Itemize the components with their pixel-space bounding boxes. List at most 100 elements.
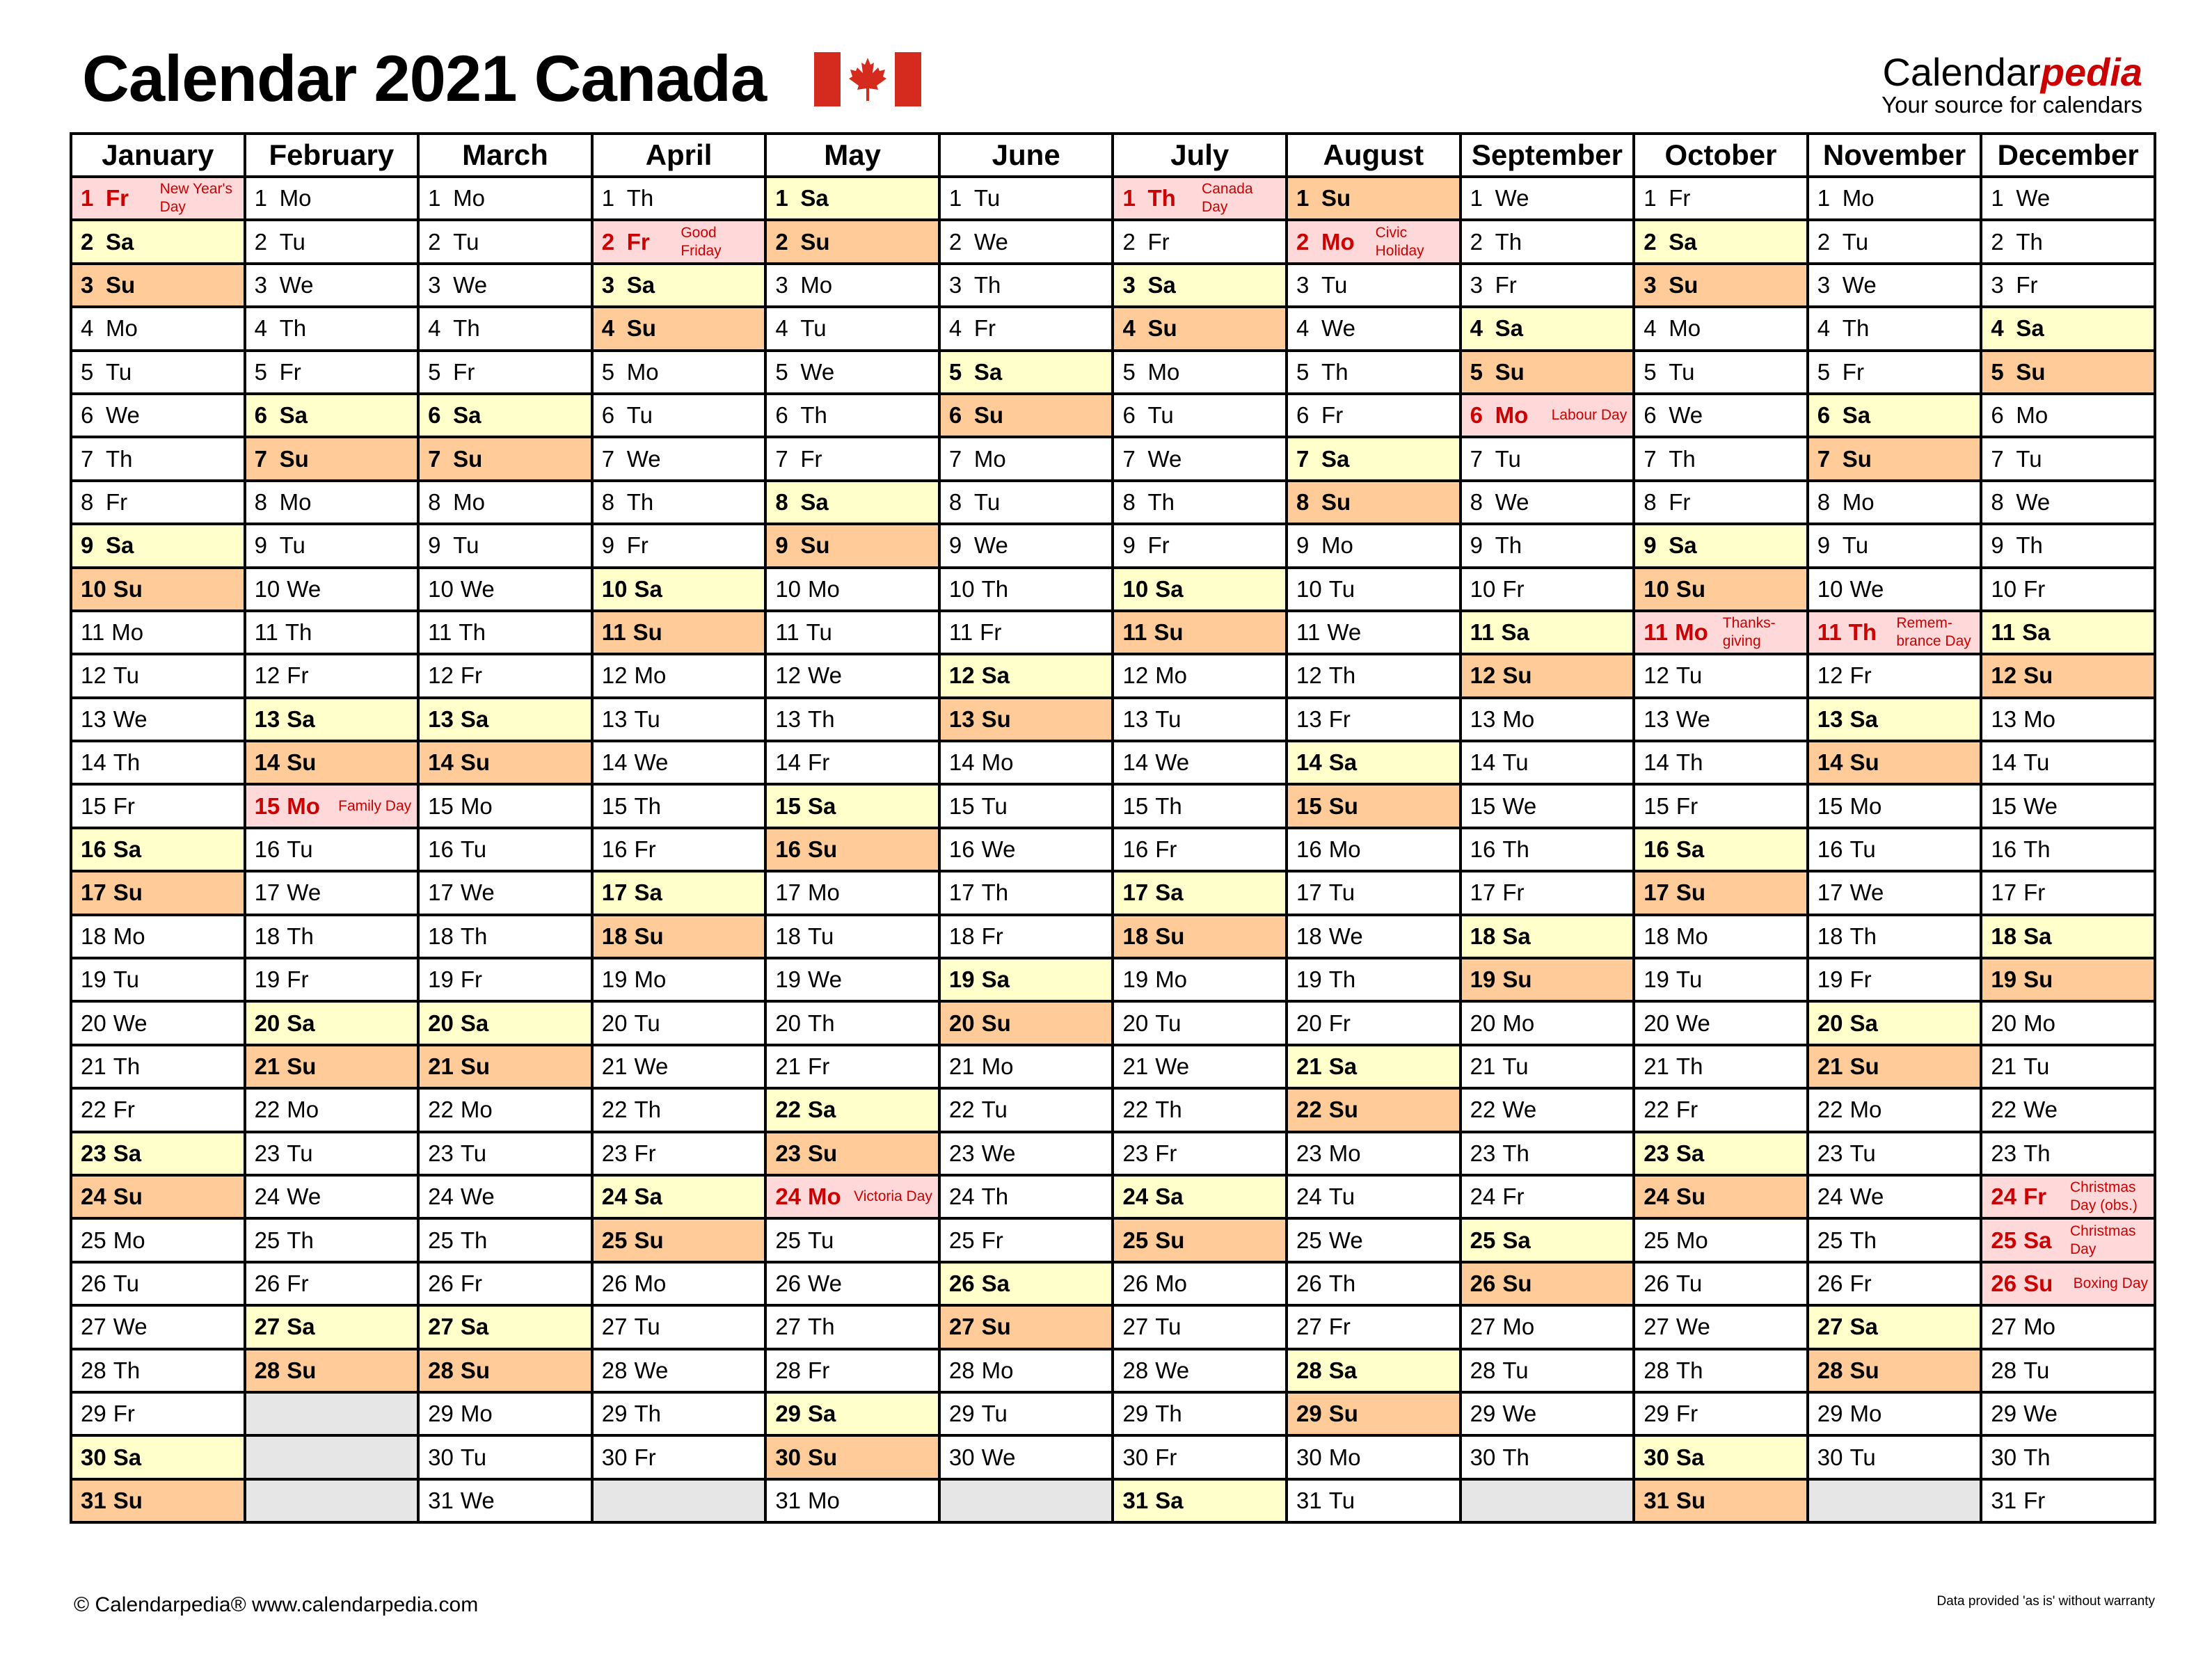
day-cell[interactable]: 30 Tu [1806, 1434, 1983, 1481]
day-cell[interactable]: 22 Mo [243, 1087, 420, 1133]
day-cell[interactable]: 10 Tu [1285, 566, 1462, 612]
day-cell[interactable]: 23 Th [1980, 1130, 2156, 1177]
day-cell[interactable]: 3 Fr [1980, 262, 2156, 309]
day-cell[interactable]: 9 Sa [70, 523, 246, 569]
day-cell[interactable]: 13 Fr [1285, 696, 1462, 743]
day-cell[interactable]: 23 Th [1458, 1130, 1636, 1177]
day-cell[interactable]: 12 Th [1285, 653, 1462, 699]
day-cell[interactable]: 21 Tu [1980, 1043, 2156, 1090]
day-cell[interactable]: 29 Fr [70, 1390, 246, 1437]
day-cell[interactable]: 25 We [1285, 1217, 1462, 1264]
day-cell[interactable]: 26 Mo [1111, 1260, 1289, 1307]
day-cell[interactable]: 8 Th [590, 479, 767, 526]
day-cell[interactable]: 17 Sa [590, 870, 767, 916]
day-cell[interactable]: 29 Su [1285, 1390, 1462, 1437]
day-cell[interactable]: 21 Su [417, 1043, 594, 1090]
day-cell[interactable]: 14 Tu [1458, 740, 1636, 786]
day-cell[interactable]: 26 Tu [1632, 1260, 1809, 1307]
day-cell[interactable]: 10 Fr [1980, 566, 2156, 612]
day-cell[interactable]: 17 Su [70, 870, 246, 916]
day-cell[interactable]: 29 Th [590, 1390, 767, 1437]
day-cell[interactable]: 21 Su [1806, 1043, 1983, 1090]
day-cell[interactable]: 16 Sa [70, 826, 246, 873]
day-cell[interactable]: 18 Th [1806, 913, 1983, 960]
day-cell[interactable]: 27 Sa [417, 1304, 594, 1350]
day-cell[interactable]: 6 Sa [243, 392, 420, 439]
day-cell[interactable]: 27 We [70, 1304, 246, 1350]
day-cell[interactable]: 1 Tu [937, 175, 1115, 222]
day-cell[interactable]: 19 Tu [70, 957, 246, 1003]
day-cell[interactable]: 4 Th [417, 305, 594, 352]
day-cell[interactable]: 14 Th [70, 740, 246, 786]
day-cell[interactable]: 5 We [764, 349, 941, 395]
day-cell[interactable]: 8 Su [1285, 479, 1462, 526]
day-cell[interactable]: 5 Fr [417, 349, 594, 395]
day-cell[interactable]: 6 Tu [590, 392, 767, 439]
day-cell[interactable]: 4 Sa [1458, 305, 1636, 352]
day-cell[interactable]: 24 Fr Christmas Day (obs.) [1980, 1173, 2156, 1220]
day-cell[interactable]: 2 Sa [1632, 218, 1809, 265]
day-cell[interactable]: 10 Su [1632, 566, 1809, 612]
day-cell[interactable]: 7 Tu [1980, 436, 2156, 482]
day-cell[interactable]: 25 Th [243, 1217, 420, 1264]
day-cell[interactable]: 21 Mo [937, 1043, 1115, 1090]
day-cell[interactable]: 15 Tu [937, 783, 1115, 829]
day-cell[interactable]: 23 We [937, 1130, 1115, 1177]
day-cell[interactable]: 17 We [1806, 870, 1983, 916]
day-cell[interactable]: 6 Su [937, 392, 1115, 439]
day-cell[interactable]: 27 Fr [1285, 1304, 1462, 1350]
day-cell[interactable]: 19 Mo [1111, 957, 1289, 1003]
day-cell[interactable]: 26 Th [1285, 1260, 1462, 1307]
day-cell[interactable]: 5 Sa [937, 349, 1115, 395]
day-cell[interactable]: 6 Th [764, 392, 941, 439]
day-cell[interactable]: 26 Fr [417, 1260, 594, 1307]
day-cell[interactable]: 10 We [1806, 566, 1983, 612]
day-cell[interactable]: 20 We [1632, 1000, 1809, 1046]
day-cell[interactable]: 13 Sa [243, 696, 420, 743]
day-cell[interactable]: 29 Sa [764, 1390, 941, 1437]
day-cell[interactable]: 3 Mo [764, 262, 941, 309]
day-cell[interactable]: 10 We [417, 566, 594, 612]
day-cell[interactable]: 5 Fr [1806, 349, 1983, 395]
day-cell[interactable]: 18 Mo [70, 913, 246, 960]
day-cell[interactable]: 6 Sa [417, 392, 594, 439]
day-cell[interactable]: 2 Tu [243, 218, 420, 265]
day-cell[interactable]: 17 Fr [1458, 870, 1636, 916]
day-cell[interactable]: 22 We [1980, 1087, 2156, 1133]
day-cell[interactable]: 20 Th [764, 1000, 941, 1046]
day-cell[interactable]: 20 Mo [1458, 1000, 1636, 1046]
day-cell[interactable]: 10 We [243, 566, 420, 612]
day-cell[interactable]: 7 Su [1806, 436, 1983, 482]
day-cell[interactable]: 31 Su [1632, 1477, 1809, 1524]
day-cell[interactable]: 23 Sa [70, 1130, 246, 1177]
calendarpedia-logo[interactable]: Calendarpedia Your source for calendars [1881, 53, 2142, 117]
day-cell[interactable]: 29 Tu [937, 1390, 1115, 1437]
day-cell[interactable]: 16 Th [1458, 826, 1636, 873]
day-cell[interactable]: 11 Su [1111, 609, 1289, 656]
day-cell[interactable]: 28 Th [1632, 1347, 1809, 1394]
day-cell[interactable]: 15 Fr [70, 783, 246, 829]
day-cell[interactable]: 4 Th [243, 305, 420, 352]
day-cell[interactable]: 26 Fr [1806, 1260, 1983, 1307]
day-cell[interactable]: 28 We [1111, 1347, 1289, 1394]
day-cell[interactable]: 31 Su [70, 1477, 246, 1524]
day-cell[interactable]: 9 Su [764, 523, 941, 569]
day-cell[interactable]: 13 We [1632, 696, 1809, 743]
day-cell[interactable]: 6 Sa [1806, 392, 1983, 439]
day-cell[interactable]: 21 Su [243, 1043, 420, 1090]
day-cell[interactable]: 11 Mo [70, 609, 246, 656]
day-cell[interactable]: 1 Su [1285, 175, 1462, 222]
day-cell[interactable]: 8 We [1980, 479, 2156, 526]
day-cell[interactable]: 24 Fr [1458, 1173, 1636, 1220]
day-cell[interactable]: 30 Fr [590, 1434, 767, 1481]
day-cell[interactable]: 9 Tu [417, 523, 594, 569]
day-cell[interactable]: 14 Su [1806, 740, 1983, 786]
day-cell[interactable]: 5 Fr [243, 349, 420, 395]
day-cell[interactable]: 14 Su [417, 740, 594, 786]
day-cell[interactable]: 28 Th [70, 1347, 246, 1394]
day-cell[interactable]: 18 Su [1111, 913, 1289, 960]
day-cell[interactable]: 31 We [417, 1477, 594, 1524]
day-cell[interactable]: 12 Fr [417, 653, 594, 699]
day-cell[interactable]: 16 Su [764, 826, 941, 873]
day-cell[interactable]: 24 We [243, 1173, 420, 1220]
